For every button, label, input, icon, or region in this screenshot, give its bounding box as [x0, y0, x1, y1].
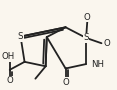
Text: NH: NH [91, 60, 104, 69]
Text: O: O [6, 76, 13, 85]
Text: O: O [84, 13, 91, 22]
Text: OH: OH [2, 52, 15, 61]
Text: S: S [83, 33, 89, 42]
Text: S: S [18, 32, 23, 41]
Text: O: O [104, 39, 110, 48]
Text: O: O [62, 78, 69, 87]
